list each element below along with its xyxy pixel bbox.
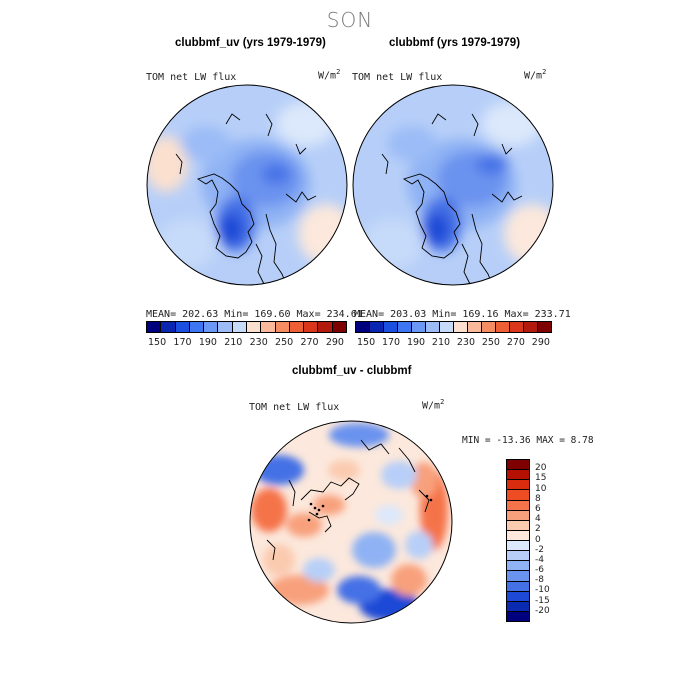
panel-1-stats: MEAN= 202.63 Min= 169.60 Max= 234.61 [146,309,363,320]
colorbar-tick-label: 15 [535,473,547,484]
colorbar-swatch [318,322,333,332]
colorbar-swatch [384,322,398,332]
colorbar-swatch [507,571,529,582]
colorbar-swatch [507,470,529,481]
colorbar-swatch [510,322,524,332]
colorbar-tick-label: 170 [381,337,401,348]
panel-1-units: W/m2 [318,68,341,82]
difference-polar-map [249,420,453,624]
colorbar-tick-label: 20 [535,463,547,474]
difference-variable: TOM net LW flux [249,402,340,413]
panel-2-polar-map [352,84,554,286]
colorbar-swatch [507,551,529,562]
colorbar-swatch [440,322,454,332]
colorbar-tick-label: 10 [535,483,547,494]
panel-2-colorbar [355,321,552,333]
season-title: SON [326,8,374,32]
colorbar-tick-label: -4 [535,554,544,565]
colorbar-swatch [147,322,162,332]
difference-colorbar-labels: 20 15 10 8 6 4 2 0 -2 -4 -6 -8 -10 -15 -20 [535,459,575,622]
colorbar-tick-label: -6 [535,565,544,576]
colorbar-swatch [507,480,529,491]
colorbar-tick-label: 6 [535,503,541,514]
colorbar-swatch [507,581,529,592]
colorbar-swatch [426,322,440,332]
colorbar-swatch [398,322,412,332]
colorbar-tick-label: 8 [535,493,541,504]
colorbar-tick-label: 230 [249,337,268,348]
colorbar-swatch [261,322,276,332]
colorbar-swatch [468,322,482,332]
colorbar-tick-label: -10 [535,585,550,596]
colorbar-tick-label: -15 [535,595,550,606]
colorbar-swatch [507,530,529,541]
panel-2-stats: MEAN= 203.03 Min= 169.16 Max= 233.71 [354,309,571,320]
colorbar-swatch [507,591,529,602]
colorbar-swatch [507,520,529,531]
panel-1-variable: TOM net LW flux [146,72,237,83]
colorbar-swatch [356,322,370,332]
colorbar-swatch [507,510,529,521]
colorbar-swatch [538,322,551,332]
panel-2-variable: TOM net LW flux [352,72,443,83]
colorbar-swatch [507,460,529,471]
colorbar-swatch [332,322,346,332]
colorbar-tick-label: 2 [535,524,541,535]
panel-1-colorbar-labels: 150 170 190 210 230 250 270 290 [148,337,344,348]
colorbar-swatch [507,500,529,511]
colorbar-swatch [246,322,262,332]
panel-2-colorbar-labels: 150 170 190 210 230 250 270 290 [357,337,550,348]
colorbar-tick-label: 250 [275,337,294,348]
colorbar-swatch [507,490,529,501]
colorbar-tick-label: 0 [535,534,541,545]
colorbar-tick-label: 270 [506,337,525,348]
panel-1-title: clubbmf_uv (yrs 1979-1979) [175,37,326,49]
colorbar-tick-label: 250 [481,337,500,348]
difference-title: clubbmf_uv - clubbmf [292,365,412,377]
colorbar-swatch [454,322,468,332]
colorbar-tick-label: 150 [148,337,167,348]
colorbar-tick-label: 170 [173,337,192,348]
colorbar-swatch [289,322,305,332]
panel-1-colorbar [146,321,347,333]
difference-units: W/m2 [422,398,445,412]
colorbar-tick-label: 190 [198,337,217,348]
colorbar-tick-label: -8 [535,575,544,586]
colorbar-tick-label: 210 [431,337,451,348]
colorbar-swatch [189,322,205,332]
colorbar-tick-label: 150 [357,337,376,348]
colorbar-tick-label: 210 [224,337,243,348]
colorbar-swatch [507,611,529,621]
colorbar-swatch [412,322,426,332]
colorbar-swatch [496,322,510,332]
panel-1-polar-map [146,84,348,286]
colorbar-tick-label: 230 [456,337,476,348]
colorbar-swatch [218,322,233,332]
colorbar-tick-label: 290 [531,337,550,348]
colorbar-swatch [304,322,319,332]
colorbar-swatch [232,322,247,332]
colorbar-tick-label: 290 [325,337,344,348]
colorbar-swatch [275,322,290,332]
colorbar-swatch [175,322,190,332]
colorbar-tick-label: 270 [300,337,319,348]
colorbar-swatch [370,322,384,332]
difference-colorbar [506,459,530,622]
colorbar-swatch [524,322,538,332]
colorbar-tick-label: 190 [406,337,426,348]
colorbar-swatch [507,541,529,552]
colorbar-swatch [204,322,219,332]
colorbar-tick-label: -20 [535,605,550,616]
colorbar-tick-label: 4 [535,514,541,525]
colorbar-swatch [482,322,496,332]
colorbar-swatch [507,561,529,572]
colorbar-tick-label: -2 [535,544,544,555]
panel-2-title: clubbmf (yrs 1979-1979) [389,37,521,49]
difference-stats: MIN = -13.36 MAX = 8.78 [462,435,594,446]
panel-2-units: W/m2 [524,68,547,82]
colorbar-swatch [161,322,176,332]
colorbar-swatch [507,601,529,612]
